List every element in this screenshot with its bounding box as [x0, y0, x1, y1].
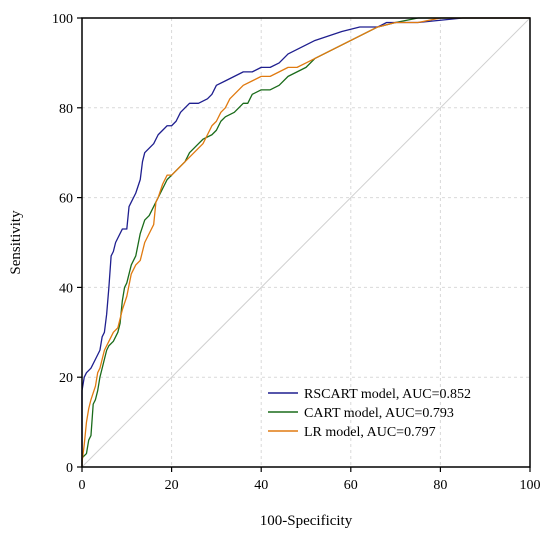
x-axis-ticks: 0 20 40 60 80 100: [79, 467, 541, 493]
y-tick-label: 40: [59, 281, 73, 296]
y-tick-label: 60: [59, 192, 73, 207]
y-tick-label: 100: [52, 12, 73, 27]
series-line-0: [81, 17, 530, 467]
series-lines: [81, 17, 530, 467]
series-line-2: [81, 17, 530, 467]
y-axis-ticks: 0 20 40 60 80 100: [52, 12, 82, 476]
reference-diagonal-line: [81, 17, 531, 468]
y-tick-label: 20: [59, 371, 73, 386]
x-tick-label: 80: [433, 478, 447, 493]
y-axis-title: Sensitivity: [8, 210, 24, 275]
plot-frame: [81, 17, 531, 468]
x-tick-label: 0: [79, 478, 86, 493]
legend-label: CART model, AUC=0.793: [304, 406, 454, 421]
legend-label: LR model, AUC=0.797: [304, 425, 436, 440]
x-tick-label: 60: [344, 478, 358, 493]
x-tick-label: 20: [165, 478, 179, 493]
x-tick-label: 40: [254, 478, 268, 493]
legend-label: RSCART model, AUC=0.852: [304, 387, 471, 402]
y-tick-label: 0: [66, 461, 73, 476]
x-axis-title: 100-Specificity: [260, 513, 353, 529]
x-tick-label: 100: [520, 478, 541, 493]
y-tick-label: 80: [59, 102, 73, 117]
grid-lines: [82, 18, 530, 467]
legend: RSCART model, AUC=0.852 CART model, AUC=0…: [268, 387, 471, 440]
